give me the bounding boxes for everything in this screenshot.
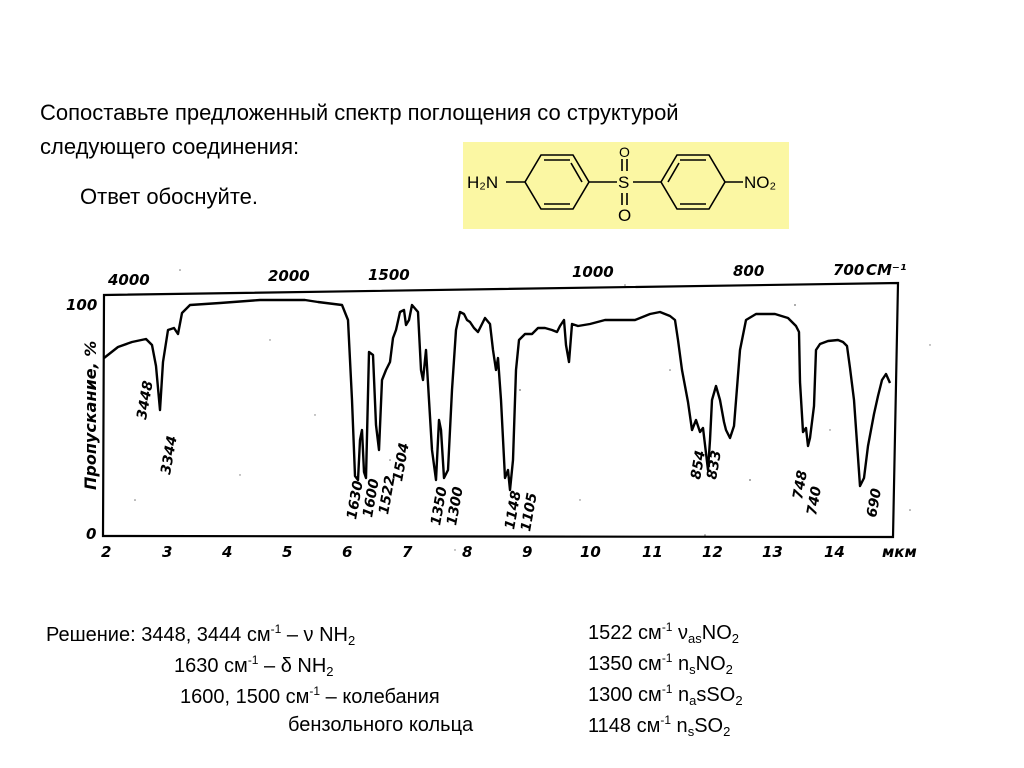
- solution-line-2: 1630 см-1 – δ NH2: [174, 653, 334, 679]
- peak-label-1105: 1105: [518, 491, 541, 532]
- peak-label-854: 854: [688, 449, 709, 481]
- peak-label-1300: 1300: [444, 485, 467, 526]
- bottom-tick-10: 10: [580, 543, 601, 561]
- benzene-ring-right: [660, 154, 726, 210]
- top-tick-800: 800: [733, 262, 764, 280]
- peak-label-1600: 1600: [360, 477, 383, 518]
- structure-drawing: H₂N S O O NO₂: [467, 144, 776, 225]
- peak-label-690: 690: [864, 487, 885, 519]
- bottom-tick-7: 7: [402, 543, 413, 561]
- solution-line-4: бензольного кольца: [288, 714, 474, 736]
- bottom-tick-2: 2: [101, 543, 111, 561]
- scan-noise: [89, 269, 931, 551]
- peak-label-1630: 1630: [344, 479, 367, 520]
- solution-line-1: Решение: 3448, 3444 см-1 – ν NH2: [46, 622, 356, 648]
- bottom-tick-13: 13: [762, 543, 783, 561]
- y-tick-0: 0: [86, 525, 96, 543]
- task-text: Сопоставьте предложенный спектр поглощен…: [40, 96, 880, 164]
- benzene-ring-left: [524, 154, 590, 210]
- peak-label-3344: 3344: [158, 435, 181, 476]
- plot-frame: [101, 281, 900, 539]
- answer-prompt: Ответ обоснуйте.: [80, 184, 259, 209]
- top-axis-unit: СМ⁻¹: [866, 261, 906, 279]
- ir-spectrum: 4000 2000 1500 1000 800 700 СМ⁻¹ 100 0 П…: [66, 261, 931, 561]
- bottom-tick-11: 11: [642, 543, 663, 561]
- top-tick-1000: 1000: [572, 263, 614, 281]
- oxygen-bottom-label: O: [618, 206, 631, 225]
- top-tick-2000: 2000: [268, 267, 310, 285]
- bottom-tick-14: 14: [824, 543, 845, 561]
- task-line-2: следующего соединения:: [40, 134, 300, 159]
- bottom-tick-8: 8: [462, 543, 472, 561]
- solution-line-3: 1600, 1500 см-1 – колебания: [180, 684, 440, 708]
- oxygen-top-label: O: [619, 144, 630, 160]
- amino-group-label: H₂N: [467, 173, 498, 192]
- solution-right-4: 1148 см-1 nsSO2: [588, 713, 731, 739]
- peak-label-1522: 1522: [376, 475, 399, 516]
- peak-label-3448: 3448: [134, 379, 157, 420]
- nitro-group-label: NO₂: [744, 173, 776, 192]
- top-tick-1500: 1500: [368, 266, 410, 284]
- solution-right-3: 1300 см-1 nasSO2: [588, 682, 743, 708]
- bottom-tick-4: 4: [221, 543, 232, 561]
- peak-label-833: 833: [704, 449, 725, 481]
- y-axis-label: Пропускание, %: [81, 341, 100, 490]
- task-line-1: Сопоставьте предложенный спектр поглощен…: [40, 100, 679, 125]
- bottom-tick-5: 5: [282, 543, 292, 561]
- bottom-tick-9: 9: [522, 543, 532, 561]
- solution-right-2: 1350 см-1 nsNO2: [588, 651, 733, 677]
- peak-label-1504: 1504: [390, 442, 413, 483]
- solution-right-1: 1522 см-1 νasNO2: [588, 620, 740, 646]
- bottom-tick-12: 12: [702, 543, 723, 561]
- bottom-tick-6: 6: [342, 543, 352, 561]
- sulfur-label: S: [618, 173, 629, 192]
- bottom-tick-3: 3: [162, 543, 172, 561]
- bottom-axis-unit: мкм: [882, 543, 917, 561]
- top-tick-4000: 4000: [107, 271, 150, 289]
- top-tick-700: 700: [833, 261, 864, 279]
- peak-label-1350: 1350: [428, 485, 451, 526]
- peak-label-740: 740: [804, 485, 825, 517]
- y-tick-100: 100: [66, 296, 97, 314]
- peak-label-748: 748: [790, 469, 811, 501]
- peak-label-1148: 1148: [502, 489, 525, 530]
- chemical-structure: H₂N S O O NO₂: [463, 142, 789, 229]
- spectrum-curve: [103, 298, 892, 492]
